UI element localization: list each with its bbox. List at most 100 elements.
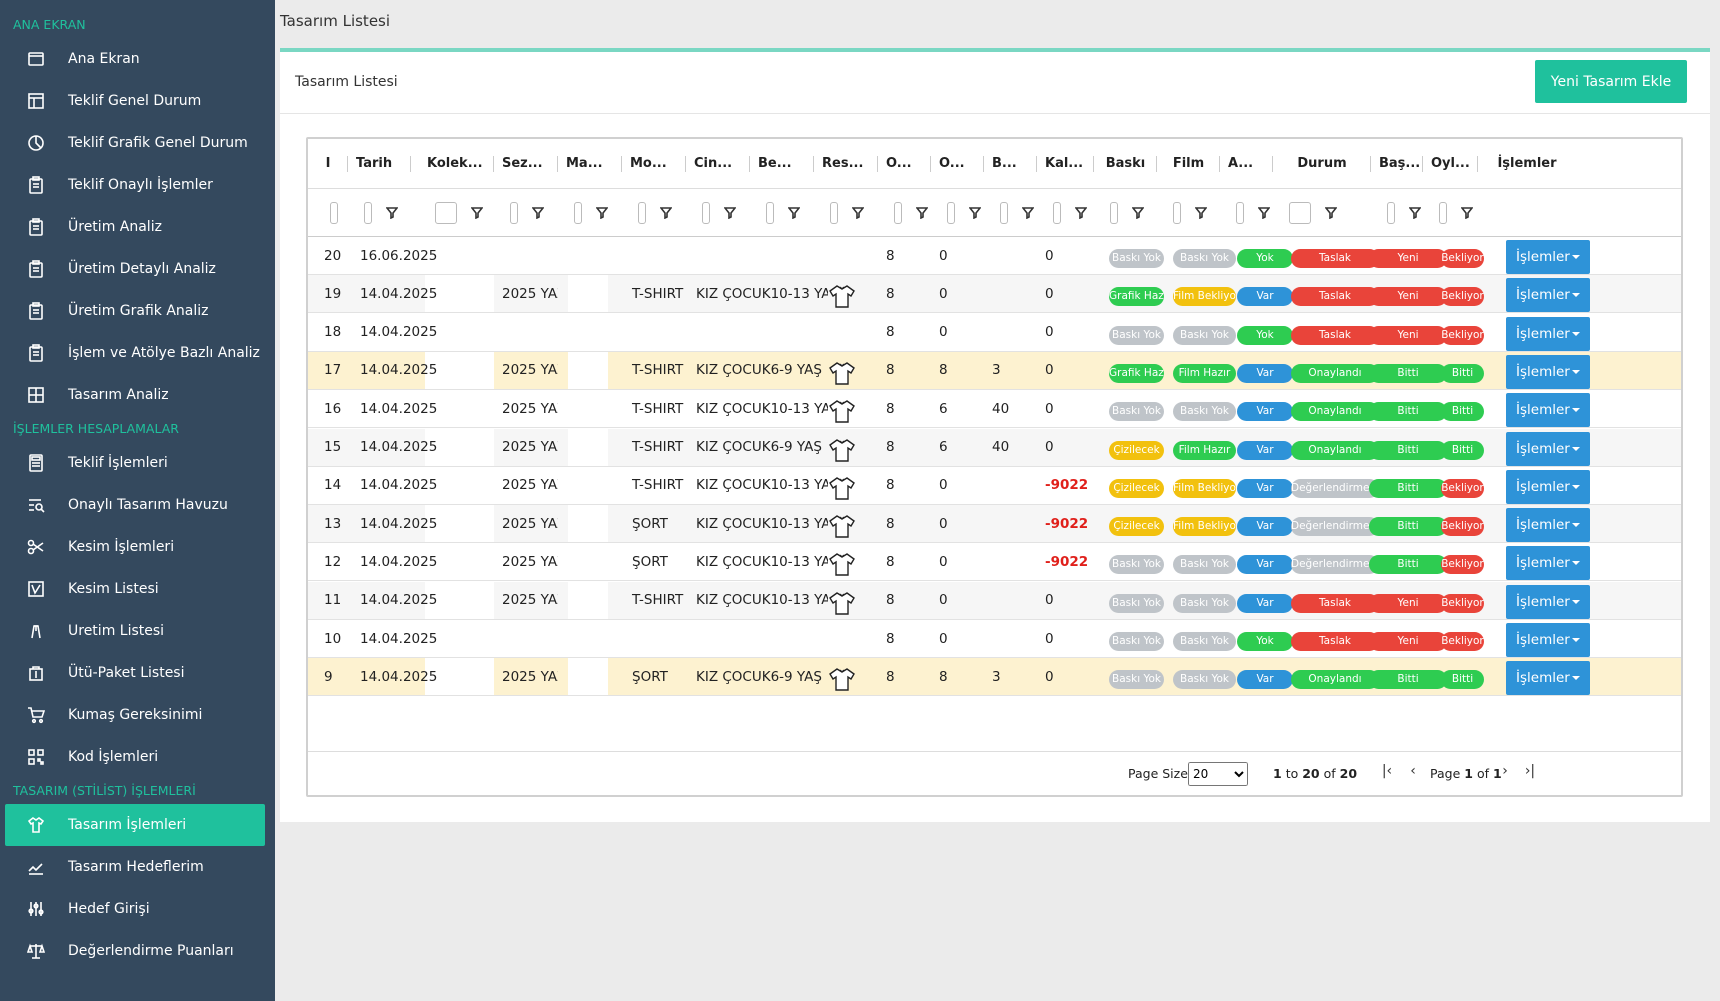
actions-dropdown-button[interactable]: İşlemler [1506, 431, 1590, 466]
sidebar-item-package[interactable]: Ütü-Paket Listesi [0, 652, 275, 694]
actions-dropdown-button[interactable]: İşlemler [1506, 240, 1590, 274]
page-size-select[interactable]: 20 [1188, 762, 1248, 786]
filter-input[interactable] [1236, 201, 1244, 224]
actions-dropdown-button[interactable]: İşlemler [1506, 354, 1590, 389]
table-row[interactable]: 14 14.04.2025 2025 YAZ T-SHIRT KIZ ÇOCUK10-1… [308, 466, 1681, 505]
table-row[interactable]: 11 14.04.2025 2025 YAZ T-SHIRT KIZ ÇOCUK10-1… [308, 581, 1681, 620]
tshirt-icon[interactable] [827, 473, 857, 503]
filter-icon[interactable] [851, 206, 865, 219]
next-page-icon[interactable]: › [1502, 763, 1508, 779]
filter-icon[interactable] [1257, 206, 1271, 219]
filter-input[interactable] [1173, 201, 1181, 224]
filter-icon[interactable] [1460, 206, 1474, 219]
filter-icon[interactable] [1324, 206, 1338, 219]
filter-input[interactable] [830, 201, 838, 224]
sidebar-item-line-chart[interactable]: Tasarım Hedeflerim [0, 846, 275, 888]
column-header[interactable]: Film [1157, 139, 1220, 188]
sidebar-item-grid[interactable]: Tasarım Analiz [0, 374, 275, 416]
sidebar-item-pie-chart[interactable]: Teklif Grafik Genel Durum [0, 122, 275, 164]
filter-input[interactable] [1000, 201, 1008, 224]
column-header[interactable]: A... [1220, 139, 1273, 188]
table-row[interactable]: 19 14.04.2025 2025 YAZ T-SHIRT KIZ ÇOCUK10-1… [308, 275, 1681, 314]
filter-icon[interactable] [595, 206, 609, 219]
sidebar-item-cart[interactable]: Kumaş Gereksinimi [0, 694, 275, 736]
column-header[interactable]: Durum [1273, 139, 1371, 188]
sidebar-item-scissors[interactable]: Kesim İşlemleri [0, 526, 275, 568]
filter-input[interactable] [574, 201, 582, 224]
sidebar-item-window[interactable]: Ana Ekran [0, 38, 275, 80]
column-header[interactable]: Sez... [494, 139, 558, 188]
tshirt-icon[interactable] [827, 358, 857, 388]
column-header[interactable]: Baskı [1094, 139, 1157, 188]
filter-icon[interactable] [915, 206, 929, 219]
filter-input[interactable] [702, 201, 710, 224]
column-header[interactable]: Be... [750, 139, 814, 188]
table-row[interactable]: 10 14.04.2025 8 0 0 Baskı Yok Baskı Yok Yok Tasl… [308, 620, 1681, 658]
sidebar-item-search-list[interactable]: Onaylı Tasarım Havuzu [0, 484, 275, 526]
tshirt-icon[interactable] [827, 435, 857, 465]
filter-input[interactable] [330, 201, 338, 224]
filter-input[interactable] [1387, 201, 1395, 224]
filter-input[interactable] [947, 201, 955, 224]
filter-icon[interactable] [470, 206, 484, 219]
sidebar-item-sliders[interactable]: Hedef Girişi [0, 888, 275, 930]
tshirt-icon[interactable] [827, 396, 857, 426]
column-header[interactable]: Oyl... [1423, 139, 1478, 188]
column-header[interactable]: İşlemler [1497, 156, 1557, 171]
tshirt-icon[interactable] [827, 549, 857, 579]
sidebar-item-qr[interactable]: Kod İşlemleri [0, 736, 275, 778]
filter-input[interactable] [638, 201, 646, 224]
filter-input[interactable] [1439, 201, 1447, 224]
column-header[interactable]: B... [984, 139, 1037, 188]
column-header[interactable]: Cin... [686, 139, 750, 188]
table-row[interactable]: 17 14.04.2025 2025 YAZ T-SHIRT KIZ ÇOCUK6-9 … [308, 351, 1681, 390]
prev-page-icon[interactable]: ‹ [1410, 763, 1416, 779]
filter-icon[interactable] [723, 206, 737, 219]
filter-input[interactable] [1053, 201, 1061, 224]
tshirt-icon[interactable] [827, 281, 857, 311]
actions-dropdown-button[interactable]: İşlemler [1506, 546, 1590, 581]
filter-input[interactable] [1110, 201, 1118, 224]
sidebar-item-clipboard[interactable]: İşlem ve Atölye Bazlı Analiz [0, 332, 275, 374]
column-header[interactable]: Tarih [348, 139, 411, 188]
column-header[interactable]: O... [878, 139, 931, 188]
column-header[interactable]: Ma... [558, 139, 622, 188]
filter-input[interactable] [894, 201, 902, 224]
actions-dropdown-button[interactable]: İşlemler [1506, 623, 1590, 657]
first-page-icon[interactable]: |‹ [1381, 763, 1393, 779]
filter-icon[interactable] [1131, 206, 1145, 219]
filter-input[interactable] [435, 201, 457, 224]
filter-icon[interactable] [1194, 206, 1208, 219]
sidebar-item-clipboard[interactable]: Üretim Grafik Analiz [0, 290, 275, 332]
sidebar-item-clipboard[interactable]: Üretim Detaylı Analiz [0, 248, 275, 290]
table-row[interactable]: 18 14.04.2025 8 0 0 Baskı Yok Baskı Yok Yok Tasl… [308, 314, 1681, 352]
sidebar-item-hanger[interactable]: Uretim Listesi [0, 610, 275, 652]
filter-input[interactable] [766, 201, 774, 224]
column-header[interactable]: Res... [814, 139, 878, 188]
sidebar-item-layout[interactable]: Teklif Genel Durum [0, 80, 275, 122]
filter-input[interactable] [510, 201, 518, 224]
column-header[interactable]: Kal... [1037, 139, 1094, 188]
column-header[interactable]: Baş... [1371, 139, 1423, 188]
new-design-button[interactable]: Yeni Tasarım Ekle [1535, 60, 1687, 103]
sidebar-item-clipboard[interactable]: Üretim Analiz [0, 206, 275, 248]
actions-dropdown-button[interactable]: İşlemler [1506, 508, 1590, 543]
filter-icon[interactable] [531, 206, 545, 219]
actions-dropdown-button[interactable]: İşlemler [1506, 469, 1590, 504]
table-row[interactable]: 20 16.06.2025 8 0 0 Baskı Yok Baskı Yok Yok Tasl… [308, 237, 1681, 275]
table-row[interactable]: 12 14.04.2025 2025 YAZ ŞORT KIZ ÇOCUK10-13 Y… [308, 543, 1681, 582]
column-header[interactable]: Kolek... [419, 139, 494, 188]
filter-icon[interactable] [1408, 206, 1422, 219]
filter-icon[interactable] [659, 206, 673, 219]
sidebar-item-tshirt[interactable]: Tasarım İşlemleri [5, 804, 265, 846]
actions-dropdown-button[interactable]: İşlemler [1506, 278, 1590, 313]
tshirt-icon[interactable] [827, 588, 857, 618]
sidebar-item-scale[interactable]: Değerlendirme Puanları [0, 930, 275, 972]
column-header[interactable]: Mo... [622, 139, 686, 188]
sidebar-item-pattern[interactable]: Kesim Listesi [0, 568, 275, 610]
filter-icon[interactable] [1074, 206, 1088, 219]
filter-icon[interactable] [968, 206, 982, 219]
filter-icon[interactable] [1021, 206, 1035, 219]
table-row[interactable]: 13 14.04.2025 2025 YAZ ŞORT KIZ ÇOCUK10-13 Y… [308, 505, 1681, 544]
actions-dropdown-button[interactable]: İşlemler [1506, 584, 1590, 619]
